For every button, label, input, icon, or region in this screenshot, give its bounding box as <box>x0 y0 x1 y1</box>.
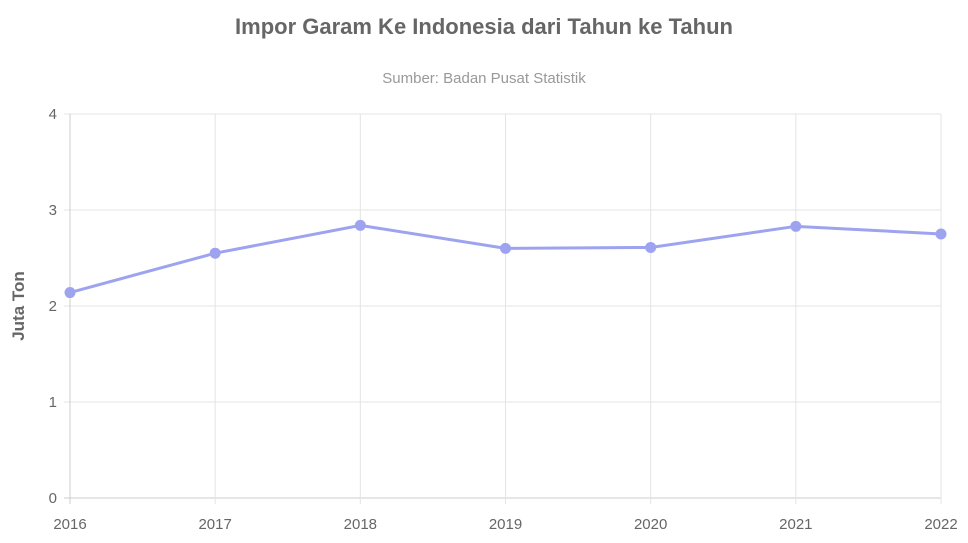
data-point <box>354 219 366 231</box>
x-tick-label: 2020 <box>634 516 667 533</box>
x-tick-label: 2021 <box>779 516 812 533</box>
data-point <box>645 241 657 253</box>
y-tick-label: 1 <box>49 394 57 411</box>
y-tick-label: 0 <box>49 490 57 507</box>
chart-title: Impor Garam Ke Indonesia dari Tahun ke T… <box>235 14 733 39</box>
data-point <box>790 220 802 232</box>
x-tick-label: 2017 <box>198 516 231 533</box>
x-tick-label: 2019 <box>489 516 522 533</box>
data-point <box>209 247 221 259</box>
chart-subtitle: Sumber: Badan Pusat Statistik <box>382 70 586 87</box>
data-point <box>500 242 511 254</box>
data-point <box>935 228 947 240</box>
x-tick-label: 2022 <box>924 516 957 533</box>
y-tick-label: 3 <box>49 202 57 219</box>
x-tick-label: 2018 <box>344 516 377 533</box>
y-tick-label: 2 <box>49 298 57 315</box>
x-tick-label: 2016 <box>53 516 86 533</box>
y-axis-label: Juta Ton <box>9 271 28 341</box>
y-tick-label: 4 <box>49 106 57 123</box>
data-point <box>64 287 76 299</box>
